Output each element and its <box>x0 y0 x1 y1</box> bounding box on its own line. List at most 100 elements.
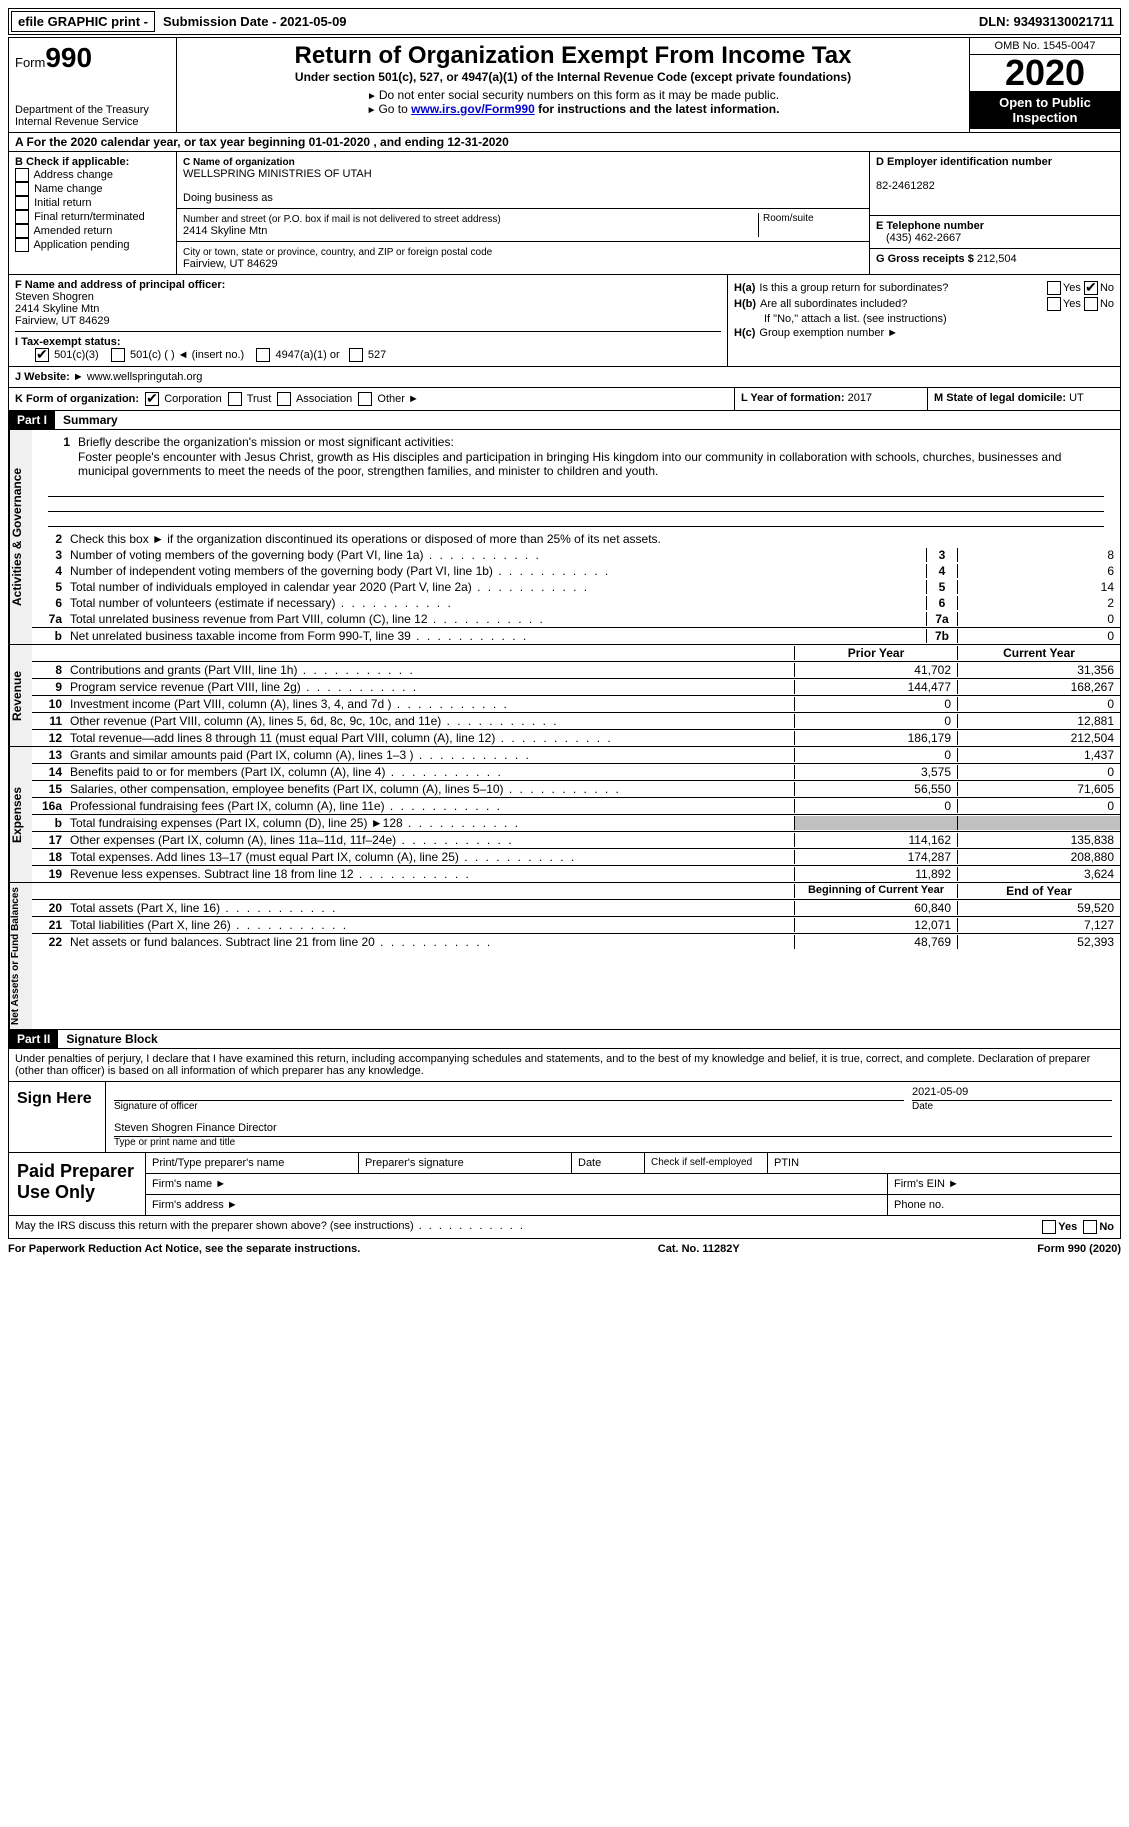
box-b-title: B Check if applicable: <box>15 156 129 168</box>
prior-year-hdr: Prior Year <box>794 646 957 660</box>
line16a-text: Professional fundraising fees (Part IX, … <box>70 799 794 813</box>
sig-officer-label: Signature of officer <box>114 1100 904 1112</box>
tax-exempt-label: I Tax-exempt status: <box>15 336 121 348</box>
line12-text: Total revenue—add lines 8 through 11 (mu… <box>70 731 794 745</box>
vtab-governance: Activities & Governance <box>9 430 32 644</box>
footer-bar: For Paperwork Reduction Act Notice, see … <box>8 1239 1121 1259</box>
checkbox-application-pending[interactable] <box>15 238 29 252</box>
line16a-curr: 0 <box>957 799 1120 813</box>
cb-trust[interactable] <box>228 392 242 406</box>
hb-yes[interactable] <box>1047 297 1061 311</box>
paperwork-notice: For Paperwork Reduction Act Notice, see … <box>8 1243 360 1255</box>
dept-treasury: Department of the Treasury Internal Reve… <box>15 104 170 128</box>
officer-printed-name: Steven Shogren Finance Director <box>114 1122 1112 1134</box>
checkbox-address-change[interactable] <box>15 168 29 182</box>
line11-text: Other revenue (Part VIII, column (A), li… <box>70 714 794 728</box>
line8-curr: 31,356 <box>957 663 1120 677</box>
prep-self-hdr: Check if self-employed <box>645 1153 768 1173</box>
city-label: City or town, state or province, country… <box>183 247 492 258</box>
form-header: Form990 Department of the Treasury Inter… <box>8 37 1121 133</box>
blank-line <box>48 482 1104 497</box>
firm-addr-label: Firm's address ► <box>146 1195 888 1215</box>
line20-text: Total assets (Part X, line 16) <box>70 901 794 915</box>
dln-number: DLN: 93493130021711 <box>973 12 1120 31</box>
website-value: www.wellspringutah.org <box>87 371 203 383</box>
form-ref: Form 990 (2020) <box>1037 1243 1121 1255</box>
line2-text: Check this box ► if the organization dis… <box>70 532 1120 546</box>
line3-text: Number of voting members of the governin… <box>70 548 926 562</box>
line22-prior: 48,769 <box>794 935 957 949</box>
checkbox-initial-return[interactable] <box>15 196 29 210</box>
irs-link[interactable]: www.irs.gov/Form990 <box>411 102 535 116</box>
line14-prior: 3,575 <box>794 765 957 779</box>
cb-association[interactable] <box>277 392 291 406</box>
part2-tag: Part II <box>9 1030 58 1048</box>
line20-prior: 60,840 <box>794 901 957 915</box>
checkbox-name-change[interactable] <box>15 182 29 196</box>
line5-val: 14 <box>958 580 1120 594</box>
mission-text: Foster people's encounter with Jesus Chr… <box>40 450 1112 482</box>
checkbox-501c[interactable] <box>111 348 125 362</box>
phone-value: (435) 462-2667 <box>876 232 961 244</box>
line18-curr: 208,880 <box>957 850 1120 864</box>
ha-no[interactable] <box>1084 281 1098 295</box>
state-domicile: UT <box>1069 392 1084 404</box>
prep-sig-hdr: Preparer's signature <box>359 1153 572 1173</box>
line20-curr: 59,520 <box>957 901 1120 915</box>
officer-name: Steven Shogren <box>15 291 94 303</box>
line3-val: 8 <box>958 548 1120 562</box>
line19-curr: 3,624 <box>957 867 1120 881</box>
arrow-icon <box>367 102 379 116</box>
row-a-period: A For the 2020 calendar year, or tax yea… <box>8 133 1121 152</box>
blank-line <box>48 497 1104 512</box>
row-j: J Website: ► www.wellspringutah.org <box>8 367 1121 388</box>
ha-yes[interactable] <box>1047 281 1061 295</box>
hb-no[interactable] <box>1084 297 1098 311</box>
part1-header: Part I Summary <box>8 411 1121 430</box>
line12-prior: 186,179 <box>794 731 957 745</box>
curr-year-hdr: Current Year <box>957 646 1120 660</box>
line12-curr: 212,504 <box>957 731 1120 745</box>
vtab-expenses: Expenses <box>9 747 32 882</box>
ein-value: 82-2461282 <box>876 180 935 192</box>
paid-preparer-label: Paid Preparer Use Only <box>9 1153 146 1215</box>
checkbox-4947[interactable] <box>256 348 270 362</box>
checkbox-final-return-terminated[interactable] <box>15 210 29 224</box>
line7b-val: 0 <box>958 629 1120 643</box>
discuss-no[interactable] <box>1083 1220 1097 1234</box>
website-label: J Website: ► <box>15 371 84 383</box>
firm-ein-label: Firm's EIN ► <box>888 1174 1120 1194</box>
box-de: D Employer identification number82-24612… <box>869 152 1120 274</box>
checkbox-527[interactable] <box>349 348 363 362</box>
checkbox-501c3[interactable] <box>35 348 49 362</box>
cb-corporation[interactable] <box>145 392 159 406</box>
cb-other[interactable] <box>358 392 372 406</box>
begin-year-hdr: Beginning of Current Year <box>794 884 957 898</box>
line18-prior: 174,287 <box>794 850 957 864</box>
prep-name-hdr: Print/Type preparer's name <box>146 1153 359 1173</box>
form-title: Return of Organization Exempt From Incom… <box>183 42 963 70</box>
line7a-val: 0 <box>958 612 1120 626</box>
revenue-section: Revenue Prior YearCurrent Year 8Contribu… <box>8 645 1121 747</box>
sig-date: 2021-05-09 <box>912 1086 1112 1098</box>
section-fh: F Name and address of principal officer:… <box>8 275 1121 367</box>
gross-receipts-label: G Gross receipts $ <box>876 253 974 265</box>
room-suite: Room/suite <box>758 213 863 237</box>
officer-city: Fairview, UT 84629 <box>15 315 110 327</box>
date-label: Date <box>912 1100 1112 1112</box>
checkbox-amended-return[interactable] <box>15 224 29 238</box>
line6-text: Total number of volunteers (estimate if … <box>70 596 926 610</box>
efile-print-button[interactable]: efile GRAPHIC print - <box>11 11 155 32</box>
line9-curr: 168,267 <box>957 680 1120 694</box>
line21-text: Total liabilities (Part X, line 26) <box>70 918 794 932</box>
prep-date-hdr: Date <box>572 1153 645 1173</box>
form-subtitle: Under section 501(c), 527, or 4947(a)(1)… <box>183 70 963 84</box>
header-right: OMB No. 1545-0047 2020 Open to Public In… <box>969 38 1120 132</box>
box-l: L Year of formation: 2017 <box>734 388 927 410</box>
discuss-yes[interactable] <box>1042 1220 1056 1234</box>
part2-header: Part II Signature Block <box>8 1030 1121 1049</box>
box-c: C Name of organizationWELLSPRING MINISTR… <box>177 152 869 274</box>
governance-section: Activities & Governance 1Briefly describ… <box>8 430 1121 645</box>
open-inspection: Open to Public Inspection <box>970 91 1120 129</box>
org-city: Fairview, UT 84629 <box>183 258 278 270</box>
